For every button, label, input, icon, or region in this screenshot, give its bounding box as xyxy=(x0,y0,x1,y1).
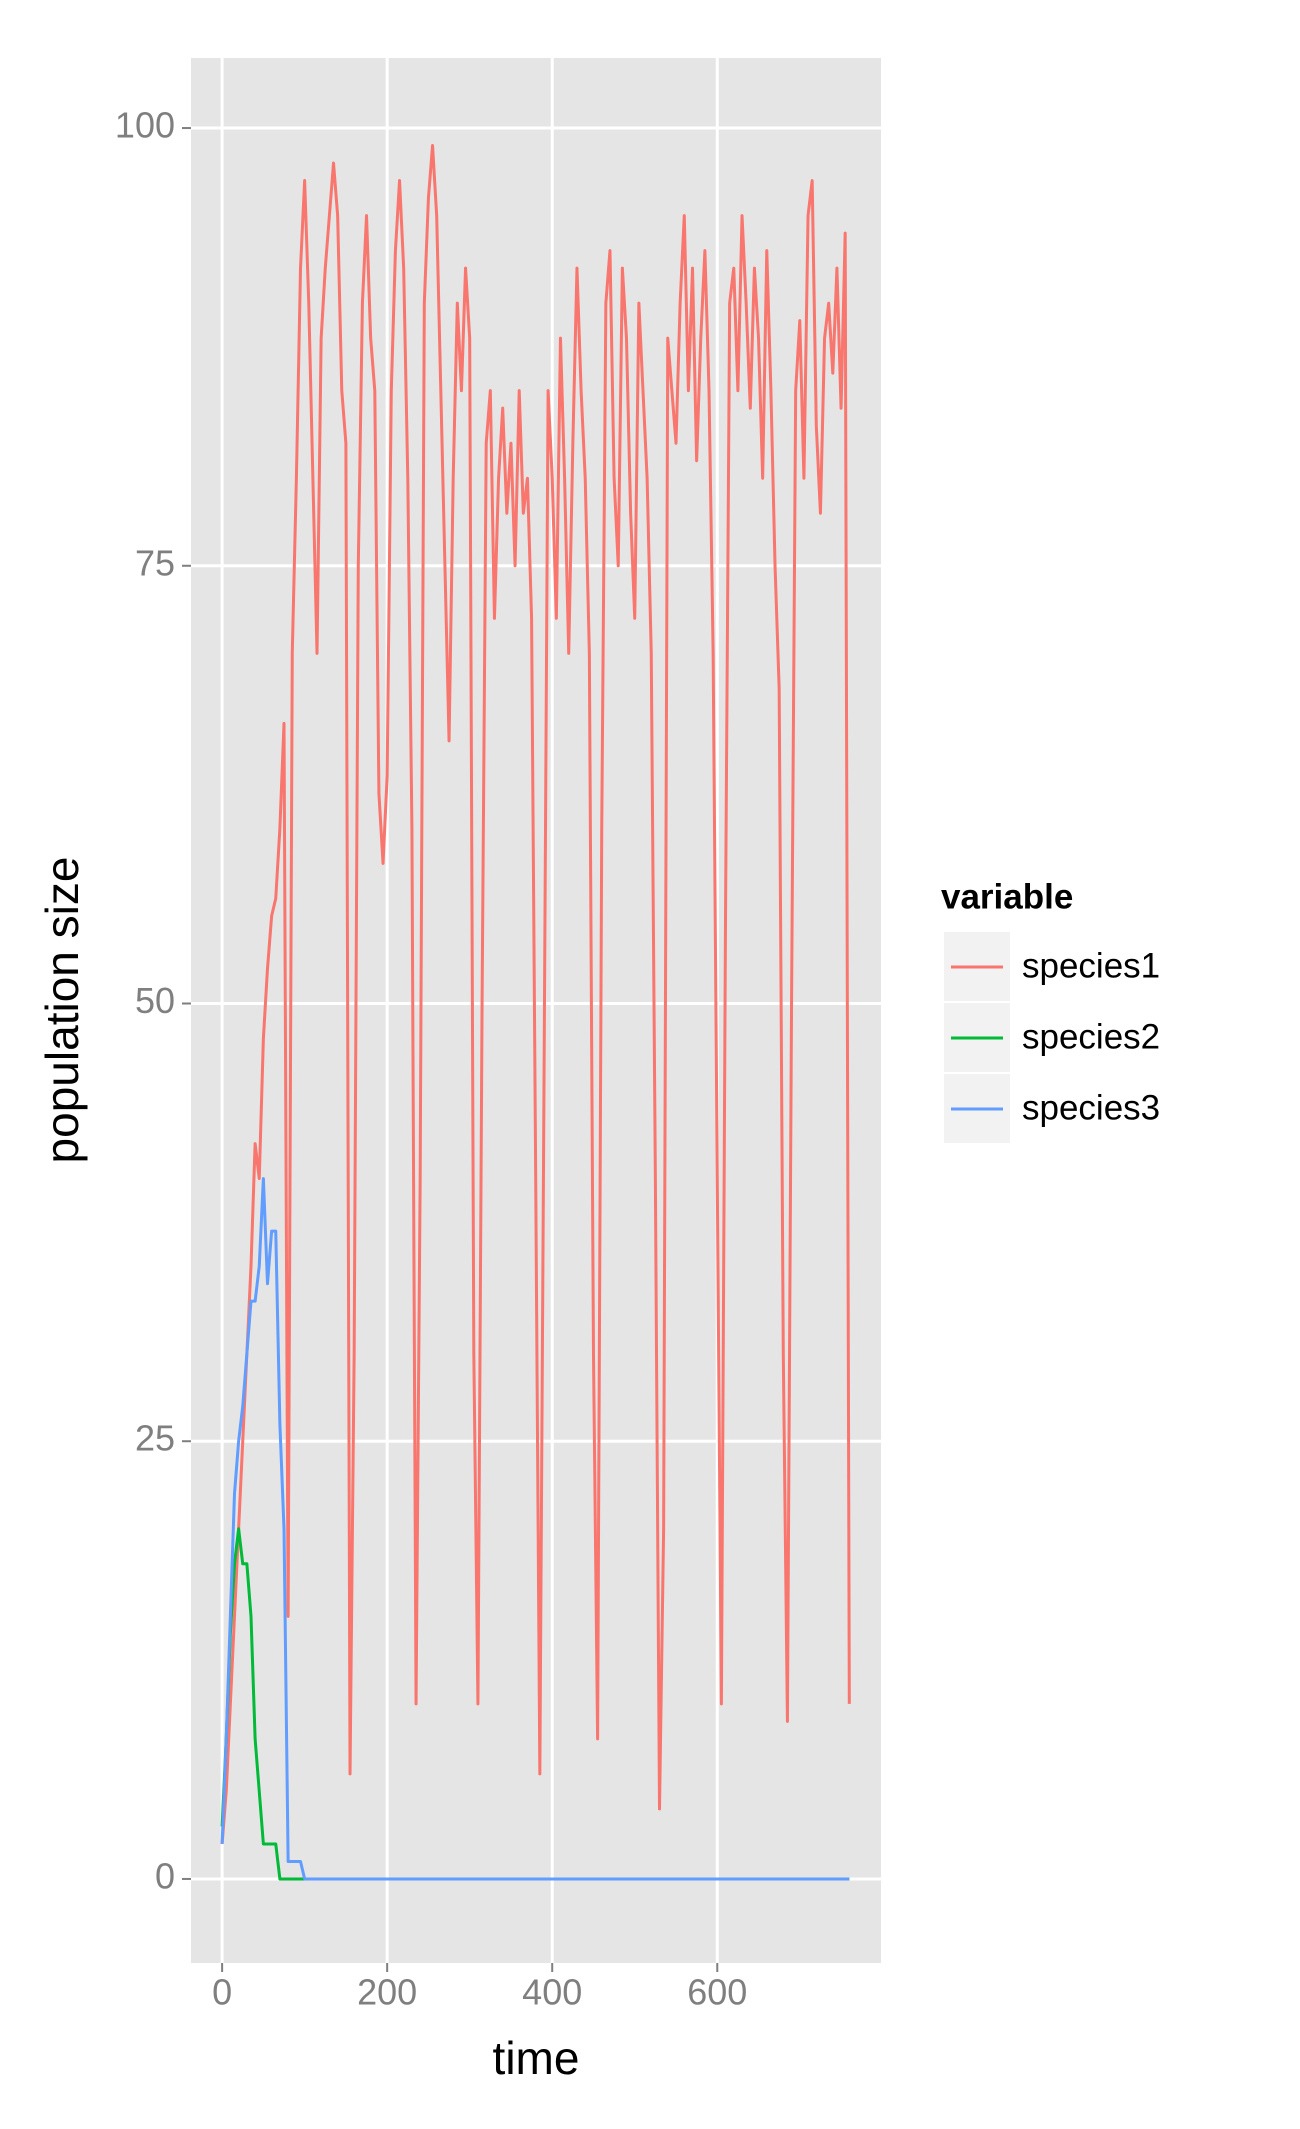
legend-label: species3 xyxy=(1022,1088,1160,1127)
x-tick-label: 200 xyxy=(357,1972,417,2013)
x-tick-label: 600 xyxy=(687,1972,747,2013)
y-axis-title: population size xyxy=(36,857,88,1164)
y-tick-label: 50 xyxy=(135,980,175,1021)
series-line xyxy=(220,1177,850,1881)
legend-label: species1 xyxy=(1022,946,1160,985)
y-tick-label: 75 xyxy=(135,542,175,583)
plot-panel xyxy=(191,58,881,1963)
x-tick-label: 0 xyxy=(212,1972,232,2013)
x-tick-label: 400 xyxy=(522,1972,582,2013)
legend-title: variable xyxy=(941,877,1073,916)
x-axis-title: time xyxy=(493,2032,580,2084)
y-tick-label: 0 xyxy=(155,1855,175,1896)
series-line xyxy=(220,144,851,1845)
legend-label: species2 xyxy=(1022,1017,1160,1056)
y-tick-label: 100 xyxy=(115,105,175,146)
y-tick-label: 25 xyxy=(135,1418,175,1459)
